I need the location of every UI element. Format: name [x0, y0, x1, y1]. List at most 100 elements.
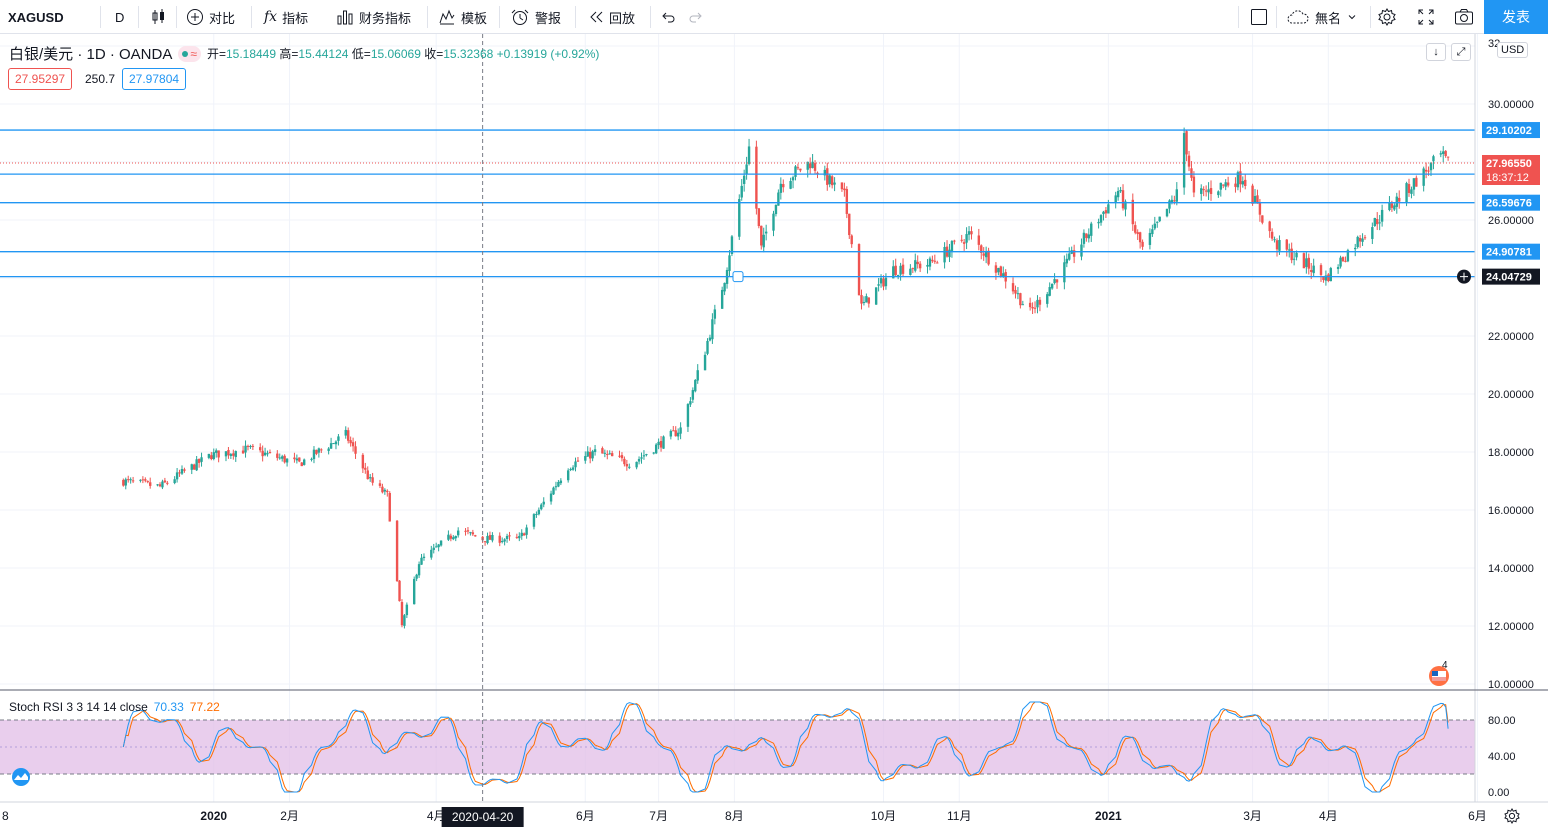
time-tick-label: 2020 — [200, 809, 227, 823]
alert-label: 警报 — [535, 10, 562, 26]
countdown-text: 18:37:12 — [1486, 172, 1529, 184]
compare-button[interactable]: 对比 — [186, 0, 235, 34]
candle-body — [1327, 274, 1330, 281]
candle-body — [936, 262, 939, 264]
candle-body — [848, 213, 851, 236]
candle-body — [1310, 270, 1313, 272]
candle-body — [1312, 265, 1315, 274]
candle-body — [1275, 240, 1279, 250]
candle-body — [1011, 283, 1015, 292]
tradingview-logo[interactable] — [6, 767, 36, 787]
candle-body — [1148, 232, 1152, 245]
candle-body — [488, 535, 492, 540]
candle-body — [312, 449, 316, 460]
candle-body — [1038, 299, 1042, 305]
candle-body — [381, 486, 384, 493]
redo-button[interactable] — [688, 0, 704, 34]
financials-button[interactable]: 财务指标 — [336, 0, 411, 34]
candle-body — [635, 461, 638, 468]
layout-name-button[interactable]: 無名 — [1286, 0, 1358, 34]
publish-button[interactable]: 发表 — [1484, 0, 1548, 34]
candle-body — [437, 544, 440, 548]
candle-body — [452, 537, 455, 540]
candle-body — [310, 458, 313, 460]
undo-icon — [660, 9, 676, 25]
candle-body — [1251, 185, 1254, 204]
line-handle[interactable] — [732, 271, 744, 283]
candle-body — [334, 441, 338, 445]
candle-body — [483, 541, 487, 543]
candle-body — [1019, 293, 1022, 306]
ohlc-values: 开=15.18449 高=15.44124 低=15.06069 收=15.32… — [207, 45, 599, 62]
sell-price-button[interactable]: 27.95297 — [8, 68, 73, 90]
axis-settings-button[interactable] — [1503, 807, 1521, 825]
candle-body — [931, 259, 934, 262]
us-flag-events-icon[interactable]: 4 — [1424, 660, 1458, 688]
candle-body — [772, 213, 775, 231]
maximize-pane-button[interactable]: ⤢ — [1451, 43, 1471, 61]
fullscreen-layout-button[interactable] — [1250, 0, 1268, 34]
indicators-button[interactable]: fx 指标 — [264, 0, 308, 34]
snapshot-button[interactable] — [1454, 0, 1474, 34]
candle-body — [1270, 231, 1274, 239]
candle-body — [1290, 248, 1293, 261]
time-tick-label: 4月 — [427, 809, 446, 823]
candle-body — [1224, 182, 1227, 187]
buy-price-button[interactable]: 27.97804 — [122, 68, 187, 90]
candle-body — [1192, 176, 1196, 193]
candle-body — [1190, 168, 1193, 178]
candle-body — [302, 459, 306, 465]
candle-body — [417, 564, 421, 576]
candle-body — [212, 452, 215, 460]
candle-body — [713, 309, 717, 319]
candle-body — [657, 441, 660, 446]
horizontal-levels[interactable] — [0, 129, 1475, 283]
replay-button[interactable]: 回放 — [588, 0, 635, 34]
symbol-title[interactable]: 白银/美元 · 1D · OANDA — [9, 46, 173, 63]
candle-body — [669, 430, 673, 437]
candles-icon — [150, 8, 168, 26]
candle-body — [263, 452, 267, 456]
candle-body — [867, 297, 871, 304]
stoch-k-line — [122, 701, 1449, 793]
open-value: 15.18449 — [225, 47, 277, 61]
undo-button[interactable] — [660, 0, 676, 34]
candle-body — [742, 175, 746, 184]
candle-body — [1307, 257, 1310, 269]
alert-button[interactable]: 警报 — [510, 0, 561, 34]
time-tick-label: 3月 — [1243, 809, 1262, 823]
stoch-tick-label: 40.00 — [1488, 751, 1516, 763]
candle-body — [234, 451, 237, 458]
candle-body — [503, 539, 506, 542]
candle-body — [850, 235, 853, 245]
candle-body — [532, 514, 536, 527]
candle-body — [686, 404, 690, 427]
candle-body — [559, 480, 563, 484]
candle-body — [549, 493, 553, 502]
candle-body — [505, 535, 509, 539]
approx-icon: ≈ — [190, 46, 197, 61]
market-status[interactable]: ≈ — [178, 45, 201, 62]
gear-icon — [1504, 808, 1520, 824]
scroll-down-button[interactable]: ↓ — [1426, 43, 1446, 61]
close-value: 15.32368 — [443, 47, 494, 61]
settings-button[interactable] — [1377, 0, 1397, 34]
currency-button[interactable]: USD — [1497, 42, 1529, 58]
stoch-name[interactable]: Stoch RSI 3 3 14 14 close — [9, 700, 148, 714]
candle-body — [620, 455, 624, 459]
candle-body — [652, 452, 655, 454]
chart-canvas[interactable]: 3230.0000028.0000026.0000024.0000022.000… — [0, 34, 1548, 829]
symbol-search-button[interactable]: XAGUSD — [8, 0, 64, 34]
templates-button[interactable]: 模板 — [438, 0, 487, 34]
candle-body — [246, 445, 250, 447]
candle-body — [486, 535, 489, 544]
interval-button[interactable]: D — [115, 0, 124, 34]
fullscreen-button[interactable] — [1417, 0, 1435, 34]
candle-body — [637, 459, 641, 462]
candle-body — [623, 458, 626, 465]
candle-body — [195, 459, 198, 471]
candle-body — [1405, 183, 1408, 203]
chart-type-button[interactable] — [150, 0, 168, 34]
candle-body — [298, 457, 301, 462]
bar-chart-icon — [336, 8, 354, 26]
